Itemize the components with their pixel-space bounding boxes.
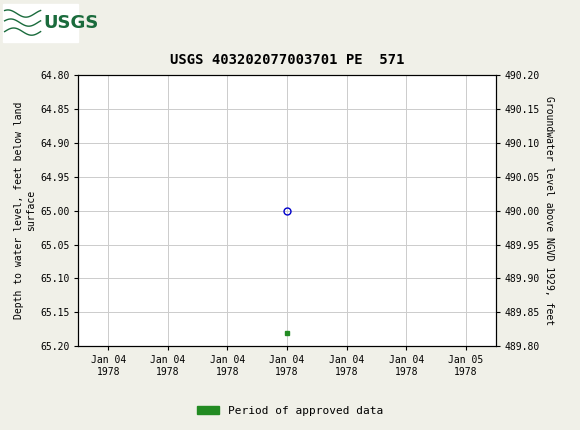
Y-axis label: Depth to water level, feet below land
surface: Depth to water level, feet below land su… [14,102,36,319]
Bar [3,3,78,42]
Title: USGS 403202077003701 PE  571: USGS 403202077003701 PE 571 [170,53,404,67]
Legend: Period of approved data: Period of approved data [193,401,387,420]
Y-axis label: Groundwater level above NGVD 1929, feet: Groundwater level above NGVD 1929, feet [545,96,554,325]
Text: USGS: USGS [44,14,99,31]
